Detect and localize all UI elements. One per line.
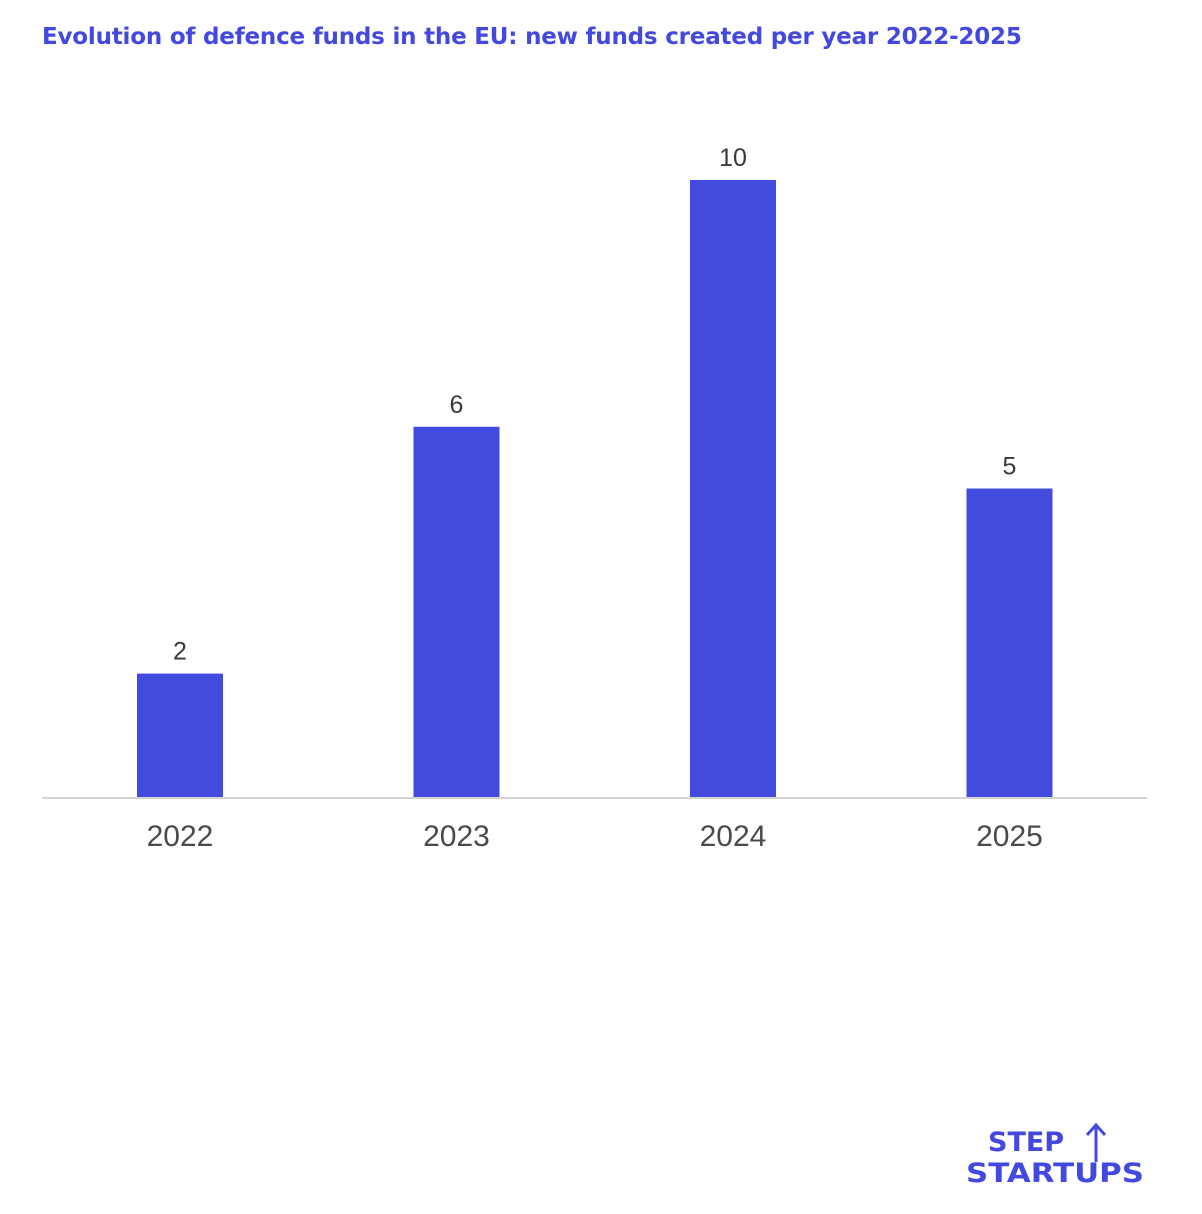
logo-line-1: STEP (988, 1127, 1064, 1158)
bars-layer (137, 180, 1053, 797)
data-label-2023: 6 (450, 391, 464, 419)
bar-2022 (137, 673, 223, 797)
x-tick-label-2022: 2022 (147, 820, 214, 853)
chart-title: Evolution of defence funds in the EU: ne… (42, 24, 1022, 50)
x-tick-label-2023: 2023 (423, 820, 490, 853)
x-tick-label-2025: 2025 (976, 820, 1043, 853)
logo-line-2: STARTUPS (966, 1158, 1144, 1186)
data-label-2024: 10 (719, 144, 747, 172)
bar-2023 (413, 426, 500, 797)
labels-layer: 2 2022 6 2023 10 2024 5 2025 (147, 144, 1043, 853)
up-arrow-icon (1085, 1122, 1107, 1162)
x-tick-label-2024: 2024 (700, 820, 767, 853)
bar-2024 (690, 180, 776, 797)
stepstartups-logo: STEP STARTUPS (966, 1122, 1146, 1189)
bar-2025 (966, 488, 1053, 797)
data-label-2025: 5 (1003, 453, 1017, 481)
data-label-2022: 2 (173, 638, 187, 666)
